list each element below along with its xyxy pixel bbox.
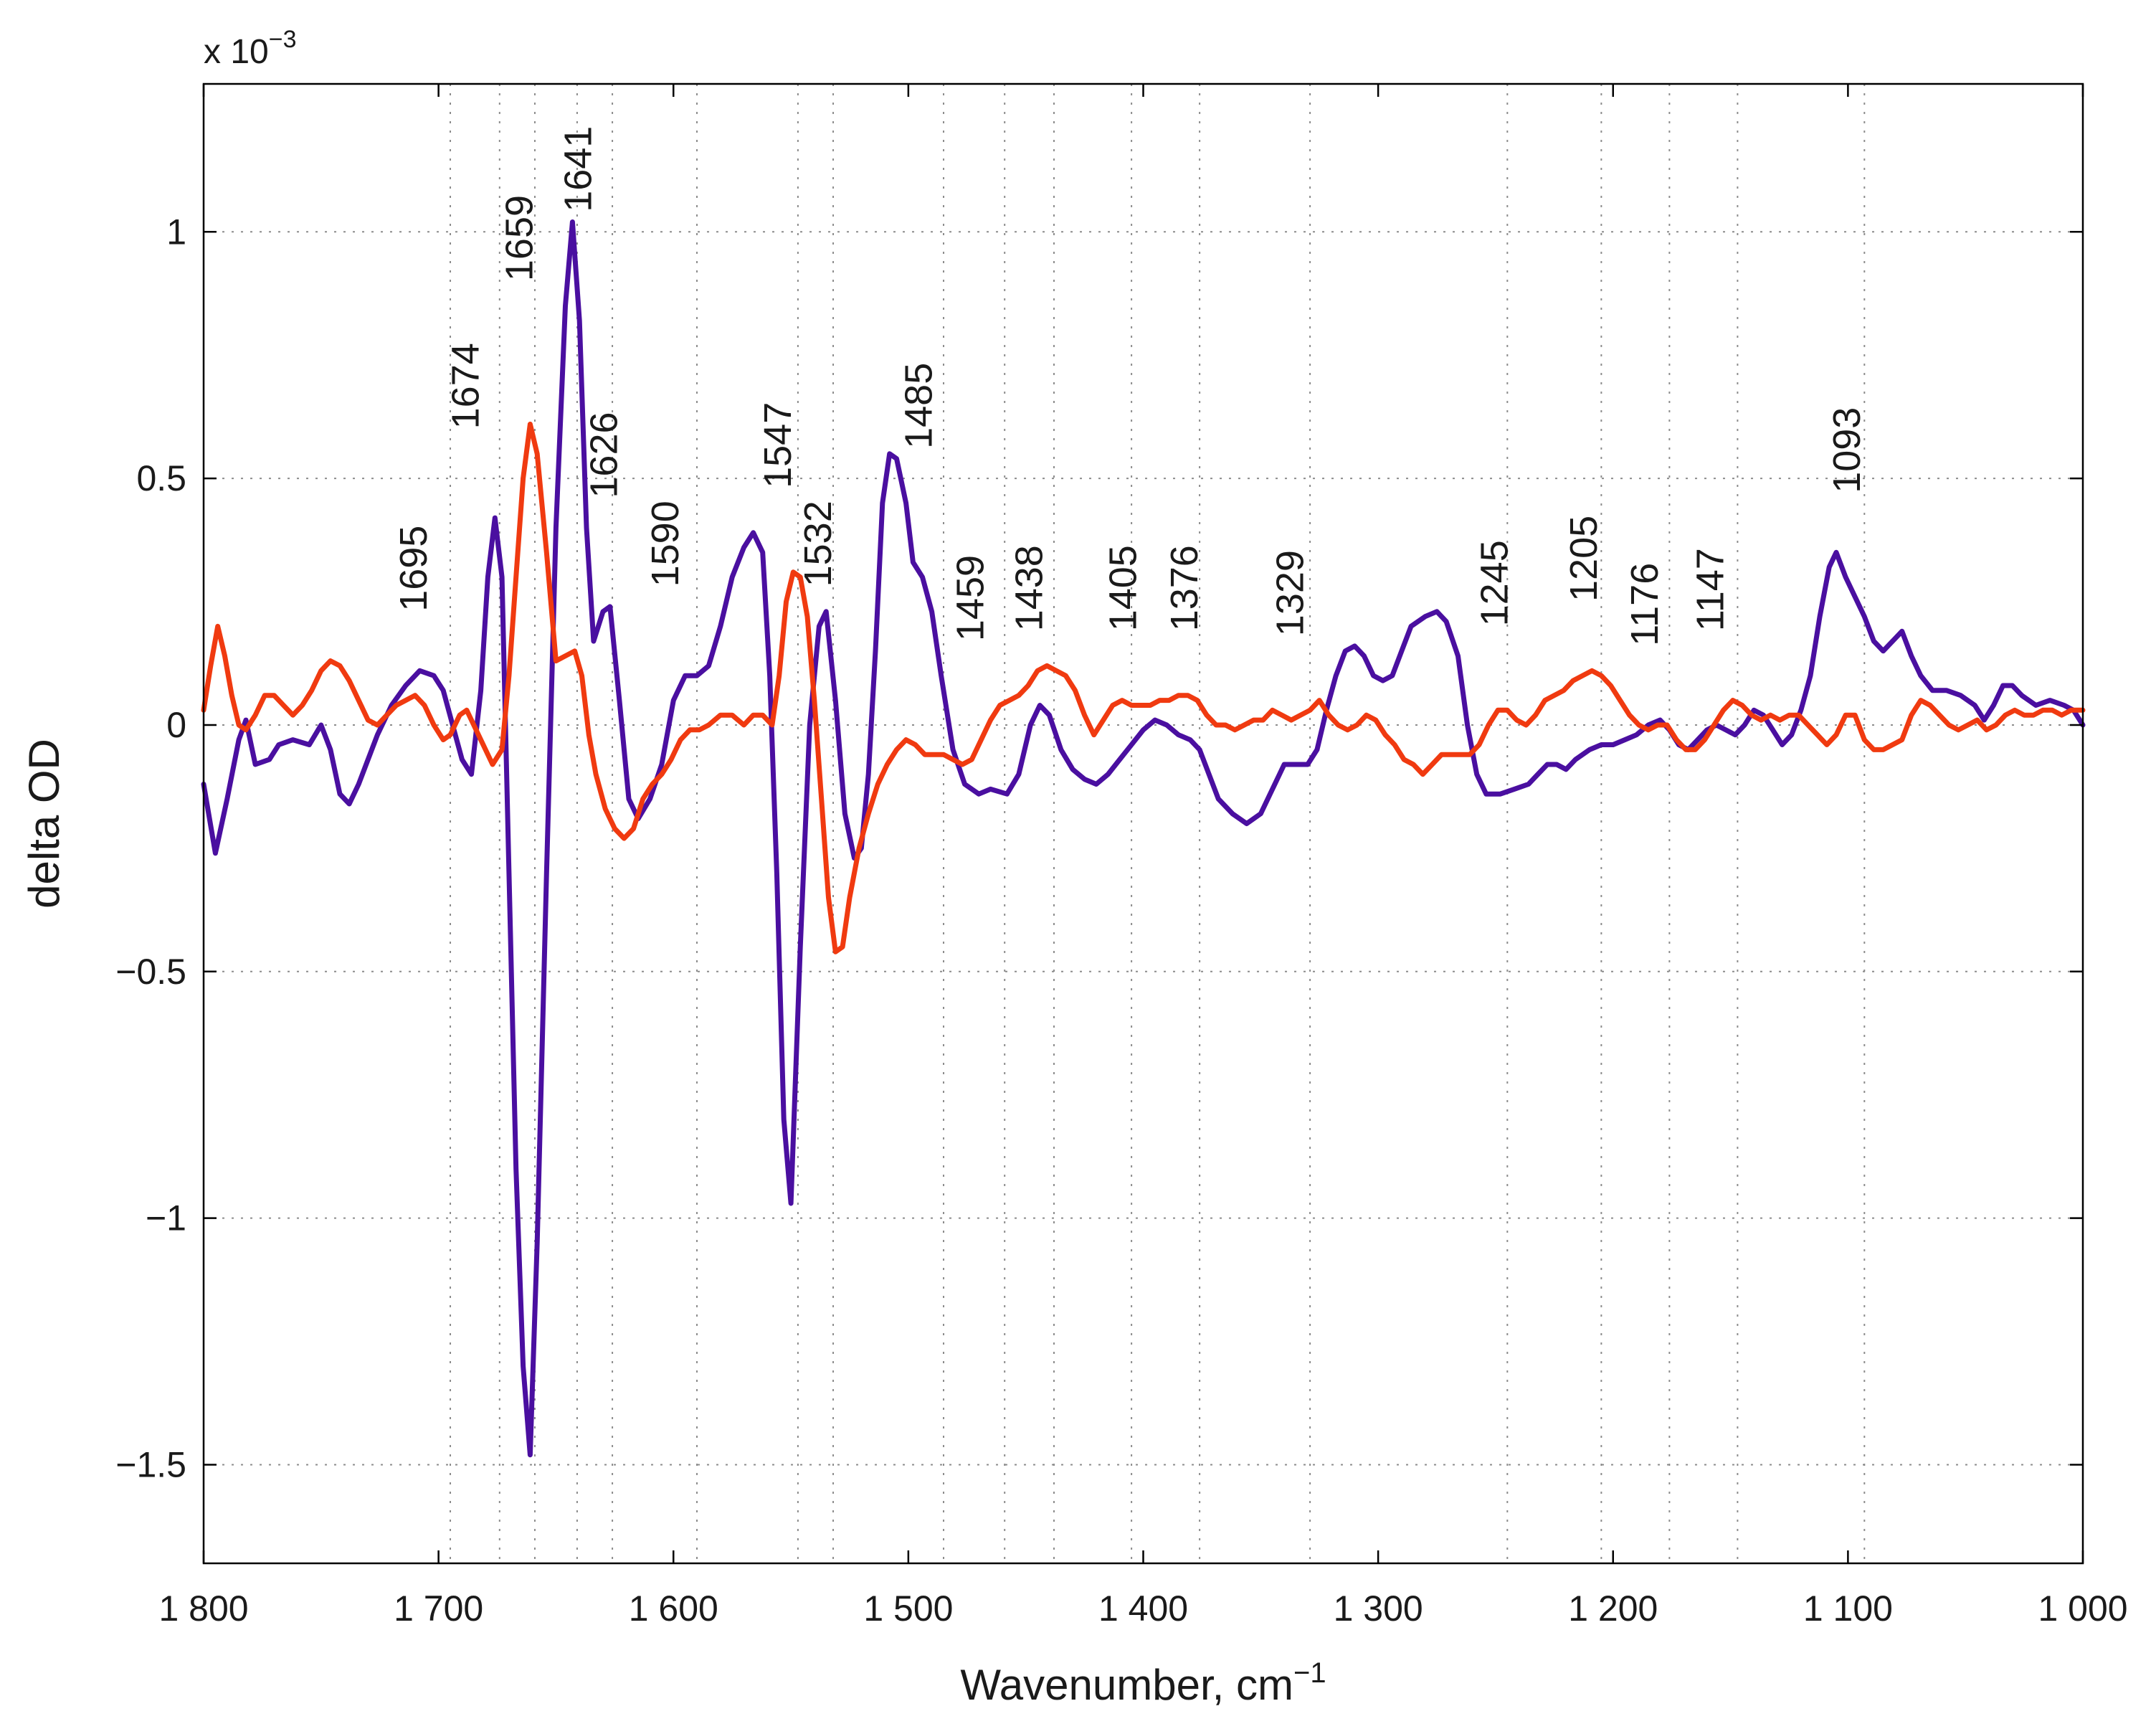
x-tick-label: 1 600	[629, 1588, 718, 1629]
series-red	[201, 422, 2086, 954]
y-tick-label: −1	[146, 1198, 186, 1238]
peak-label: 1093	[1825, 407, 1868, 493]
x-tick-label: 1 200	[1568, 1588, 1658, 1629]
peak-label: 1547	[756, 402, 799, 488]
y-exponent-label: x 10−3	[204, 26, 297, 71]
plot-frame	[202, 82, 2084, 1565]
peak-label: 1176	[1623, 563, 1666, 646]
peak-label: 1205	[1562, 516, 1605, 602]
peak-label: 1485	[898, 363, 941, 449]
x-tick-label: 1 000	[2038, 1588, 2127, 1629]
peak-labels: 1695 1674 1659 1641 1626 1590 1547 1532 1485 1459…	[392, 126, 1868, 646]
x-axis-label: Wavenumber, cm−1	[960, 1657, 1326, 1709]
x-tick-label: 1 400	[1098, 1588, 1188, 1629]
y-tick-label: −1.5	[115, 1444, 186, 1484]
peak-label: 1532	[797, 501, 840, 587]
y-tick-label: 0	[166, 705, 186, 745]
x-tick-label: 1 700	[394, 1588, 483, 1629]
tick-marks	[202, 84, 2084, 1563]
y-tick-label: 0.5	[136, 458, 186, 498]
peak-label: 1147	[1689, 548, 1732, 631]
peak-label: 1438	[1008, 545, 1051, 631]
y-tick-label: 1	[166, 212, 186, 252]
peak-label: 1459	[949, 555, 992, 641]
peak-label: 1590	[644, 501, 687, 587]
peak-label: 1245	[1473, 540, 1516, 626]
peak-label: 1376	[1163, 545, 1206, 631]
x-tick-label: 1 500	[863, 1588, 953, 1629]
peak-label: 1626	[583, 412, 626, 498]
x-tick-label: 1 800	[158, 1588, 248, 1629]
peak-label: 1674	[444, 343, 487, 429]
y-tick-label: −0.5	[115, 952, 186, 992]
peak-label: 1695	[392, 526, 435, 612]
grid-lines	[204, 84, 2083, 1563]
y-axis-label: delta OD	[20, 739, 68, 909]
x-tick-labels: 1 800 1 700 1 600 1 500 1 400 1 300 1 200 1 100…	[158, 1588, 2127, 1629]
x-tick-label: 1 300	[1334, 1588, 1423, 1629]
x-tick-label: 1 100	[1803, 1588, 1893, 1629]
peak-label: 1405	[1102, 545, 1145, 631]
y-tick-labels: 1 0.5 0 −0.5 −1 −1.5	[115, 212, 186, 1484]
peak-label: 1641	[557, 126, 600, 212]
peak-label: 1659	[498, 195, 541, 281]
series-lines	[201, 219, 2086, 1458]
series-purple	[201, 219, 2086, 1458]
peak-label: 1329	[1268, 550, 1311, 636]
